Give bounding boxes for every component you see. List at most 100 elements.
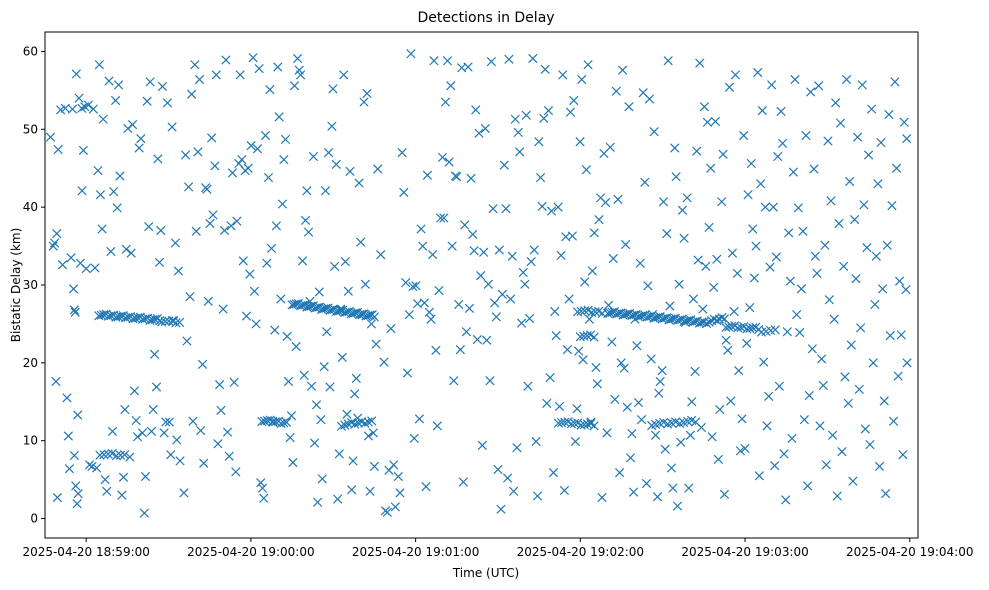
data-point bbox=[280, 134, 291, 145]
data-point bbox=[447, 241, 457, 251]
data-point bbox=[279, 418, 289, 428]
data-point bbox=[125, 452, 135, 462]
data-point bbox=[657, 366, 667, 376]
data-point bbox=[605, 142, 615, 152]
data-point bbox=[737, 414, 747, 424]
data-point bbox=[546, 206, 557, 216]
data-point bbox=[366, 319, 377, 329]
y-tick-label: 10 bbox=[23, 434, 38, 448]
data-point bbox=[319, 362, 329, 372]
data-point bbox=[210, 161, 220, 171]
data-point bbox=[369, 312, 380, 322]
data-point bbox=[556, 250, 566, 261]
x-tick-label: 2025-04-20 19:04:00 bbox=[846, 545, 973, 559]
data-point bbox=[482, 335, 492, 345]
data-point bbox=[486, 56, 497, 67]
data-point bbox=[813, 81, 824, 91]
data-point bbox=[268, 417, 278, 427]
data-point bbox=[890, 77, 900, 87]
data-point bbox=[97, 224, 107, 234]
data-point bbox=[493, 464, 503, 475]
data-point bbox=[574, 346, 584, 356]
data-point bbox=[127, 120, 138, 130]
data-point bbox=[792, 309, 802, 320]
data-point bbox=[902, 134, 912, 144]
x-axis: 2025-04-20 18:59:00 2025-04-20 19:00:00 20… bbox=[22, 538, 973, 559]
data-point bbox=[120, 404, 130, 415]
data-point bbox=[685, 430, 696, 440]
data-point bbox=[288, 457, 298, 468]
data-point bbox=[333, 494, 343, 504]
data-point bbox=[302, 186, 312, 196]
data-point bbox=[712, 254, 722, 264]
data-point bbox=[778, 138, 788, 148]
data-point bbox=[801, 130, 811, 141]
data-point bbox=[78, 145, 89, 155]
data-point bbox=[369, 461, 380, 472]
data-point bbox=[57, 260, 68, 270]
data-point bbox=[336, 421, 347, 431]
data-point bbox=[837, 446, 847, 457]
data-point bbox=[419, 298, 430, 308]
data-point bbox=[153, 154, 163, 164]
x-tick-label: 2025-04-20 19:00:00 bbox=[187, 545, 314, 559]
data-point bbox=[466, 173, 476, 183]
y-axis: 0 10 20 30 40 50 60 bbox=[23, 44, 45, 526]
data-point bbox=[289, 81, 300, 91]
data-point bbox=[256, 478, 266, 488]
data-point bbox=[330, 261, 340, 271]
data-point bbox=[607, 337, 617, 347]
data-point bbox=[262, 258, 272, 268]
data-point bbox=[196, 425, 206, 436]
data-point bbox=[81, 264, 91, 274]
data-point bbox=[901, 285, 911, 295]
data-point bbox=[167, 122, 177, 132]
data-point bbox=[221, 55, 231, 65]
data-point bbox=[823, 136, 833, 146]
data-point bbox=[151, 382, 162, 392]
data-point bbox=[485, 376, 495, 386]
data-point bbox=[67, 104, 78, 114]
data-point bbox=[834, 218, 844, 229]
data-point bbox=[162, 98, 173, 108]
data-point bbox=[859, 200, 869, 210]
data-point bbox=[77, 186, 87, 196]
data-point bbox=[348, 456, 358, 466]
data-point bbox=[806, 87, 816, 97]
data-point bbox=[474, 128, 484, 138]
y-axis-label: Bistatic Delay (km) bbox=[9, 228, 23, 343]
data-point bbox=[643, 281, 653, 291]
data-point bbox=[126, 248, 136, 258]
data-point bbox=[254, 63, 264, 74]
data-point bbox=[724, 82, 735, 92]
data-point bbox=[831, 98, 841, 108]
data-point bbox=[469, 246, 479, 256]
data-point bbox=[345, 166, 355, 176]
data-point bbox=[632, 341, 642, 351]
data-point bbox=[297, 256, 308, 266]
data-point bbox=[203, 296, 213, 306]
data-point bbox=[460, 220, 470, 230]
data-point bbox=[115, 171, 125, 181]
data-point bbox=[422, 170, 433, 180]
data-point bbox=[174, 317, 185, 327]
data-point bbox=[591, 362, 601, 373]
data-point bbox=[507, 251, 517, 261]
data-point bbox=[691, 417, 701, 427]
data-point bbox=[735, 446, 746, 456]
data-point bbox=[72, 499, 82, 509]
data-point bbox=[727, 248, 738, 258]
x-tick-label: 2025-04-20 18:59:00 bbox=[22, 545, 149, 559]
data-point bbox=[600, 197, 611, 208]
data-point bbox=[259, 416, 270, 426]
data-point bbox=[119, 450, 130, 460]
data-point bbox=[107, 426, 118, 436]
data-point bbox=[551, 330, 561, 341]
data-point bbox=[316, 415, 326, 425]
data-point bbox=[614, 467, 625, 478]
data-point bbox=[197, 359, 208, 370]
data-point bbox=[719, 314, 730, 324]
data-point bbox=[617, 65, 628, 75]
data-point bbox=[98, 114, 108, 124]
data-point bbox=[812, 268, 822, 278]
